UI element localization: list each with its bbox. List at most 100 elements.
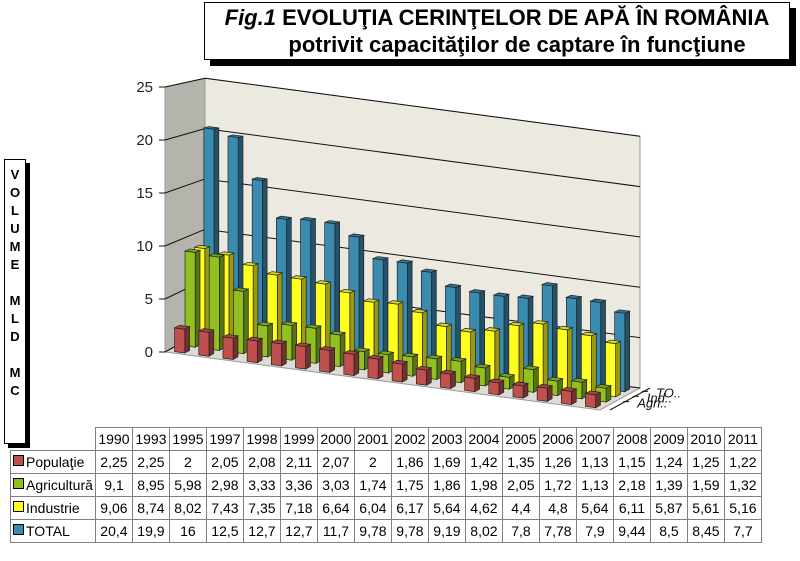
bar-top	[366, 354, 385, 360]
bar-top	[613, 309, 631, 314]
value-cell: 1,86	[427, 473, 466, 497]
bar-top	[594, 384, 612, 389]
value-cell: 1,26	[538, 450, 577, 474]
bar-top	[425, 354, 443, 360]
bar-top	[487, 378, 505, 384]
bar-populaţie	[536, 386, 548, 402]
y-tick-label: 20	[136, 132, 153, 149]
value-cell: 8,95	[131, 473, 170, 497]
bar-top	[203, 126, 219, 130]
bar-top	[265, 271, 284, 276]
bar-top	[468, 289, 486, 294]
bar-top	[304, 324, 322, 329]
value-cell: 2,05	[205, 450, 244, 474]
bar-populaţie	[343, 352, 355, 376]
bar-top	[580, 331, 598, 337]
bar-top	[207, 253, 226, 258]
bar-side	[479, 290, 485, 373]
value-cell: 7,43	[205, 496, 244, 520]
year-header: 2004	[464, 427, 503, 451]
value-cell: 1,74	[353, 473, 392, 497]
year-header: 2009	[649, 427, 688, 451]
bar-top	[294, 342, 312, 348]
bar-top	[270, 339, 288, 345]
y-axis-label-letter: U	[10, 221, 20, 236]
bar-side	[329, 347, 335, 373]
bar-side	[256, 337, 263, 364]
bar-top	[531, 320, 550, 325]
value-cell: 2	[168, 450, 207, 474]
bar-top	[246, 336, 264, 342]
series-legend-cell: TOTAL	[10, 519, 96, 543]
table-row: Agricultură 9,1 8,95 5,98 2,98 3,33 3,36 3,03 1,…	[10, 473, 762, 497]
value-cell: 9,78	[353, 519, 392, 543]
bar-top	[507, 321, 525, 327]
value-cell: 1,98	[464, 473, 503, 497]
bar-side	[261, 178, 268, 344]
value-cell: 11,7	[316, 519, 355, 543]
bar-side	[401, 361, 408, 383]
series-legend-cell: Populaţie	[10, 450, 96, 474]
y-axis-label-letter: M	[9, 365, 21, 380]
bar-top	[511, 381, 530, 387]
bar-side	[184, 326, 190, 354]
y-axis-label-letter: E	[10, 257, 20, 272]
y-tick-label: 25	[136, 79, 153, 96]
bar-top	[420, 268, 438, 273]
bar-populaţie	[246, 339, 258, 364]
value-cell: 2,07	[316, 450, 355, 474]
bar-side	[219, 254, 225, 352]
bar-top	[221, 334, 240, 339]
value-cell: 1,35	[501, 450, 540, 474]
gridline	[204, 77, 641, 137]
bar-top	[197, 328, 215, 333]
bar-populaţie	[488, 381, 500, 396]
chart-title-box: Fig.1 EVOLUŢIA CERINŢELOR DE APĂ ÎN ROMÂ…	[204, 2, 790, 60]
bar-side	[358, 234, 365, 357]
value-cell: 1,72	[538, 473, 577, 497]
value-cell: 2,98	[205, 473, 244, 497]
value-cell: 5,64	[575, 496, 614, 520]
value-cell: 6,64	[316, 496, 355, 520]
year-header: 1990	[94, 427, 133, 451]
bar-side	[431, 269, 437, 367]
y-axis-label-letter: C	[10, 383, 20, 398]
year-header: 2011	[723, 427, 762, 451]
bar-top	[522, 365, 540, 371]
bar-top	[347, 233, 366, 238]
value-cell: 7,18	[279, 496, 318, 520]
bar-top	[463, 374, 481, 379]
bar-side	[382, 257, 389, 361]
bar-side	[591, 332, 597, 395]
bar-top	[589, 298, 607, 303]
value-cell: 1,24	[649, 450, 688, 474]
value-cell: 7,35	[242, 496, 281, 520]
value-cell: 6,11	[612, 496, 651, 520]
bar-top	[276, 215, 292, 220]
value-cell: 16	[168, 519, 207, 543]
bar-top	[377, 350, 395, 356]
bar-top	[173, 325, 191, 330]
bar-top	[449, 357, 467, 362]
value-cell: 7,9	[575, 519, 614, 543]
bar-top	[290, 275, 308, 280]
y-axis-label-letter: V	[10, 167, 20, 182]
bar-top	[560, 387, 578, 392]
bar-top	[342, 350, 360, 355]
gridline	[164, 228, 206, 247]
bar-top	[492, 292, 511, 297]
series-name: TOTAL	[26, 523, 70, 539]
value-cell: 9,44	[612, 519, 651, 543]
value-cell: 1,59	[686, 473, 725, 497]
year-header: 2005	[501, 427, 540, 451]
value-cell: 1,13	[575, 473, 614, 497]
bar-side	[576, 296, 582, 386]
value-cell: 12,7	[242, 519, 281, 543]
table-row: TOTAL 20,4 19,9 16 12,5 12,7 12,7 11,7 9,78 9,78 9…	[10, 519, 762, 543]
bar-side	[208, 329, 215, 357]
bar-side	[542, 321, 549, 388]
bar-populaţie	[295, 345, 306, 370]
y-axis-label-letter: M	[9, 239, 21, 254]
bar-side	[600, 299, 606, 390]
value-cell: 9,1	[94, 473, 133, 497]
